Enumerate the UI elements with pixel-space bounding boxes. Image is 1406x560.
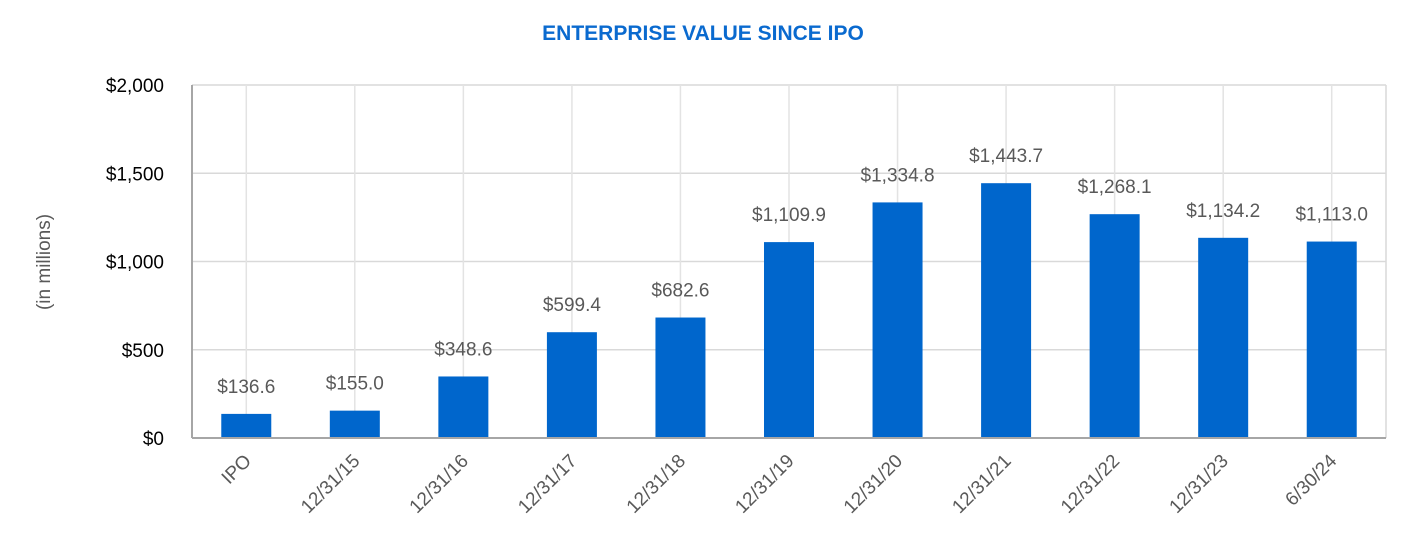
data-label: $1,134.2 — [1186, 201, 1260, 222]
bar — [546, 332, 597, 438]
data-label: $1,113.0 — [1295, 205, 1368, 226]
x-tick-label: 12/31/16 — [406, 451, 473, 518]
x-tick-label: 12/31/17 — [514, 451, 581, 518]
y-tick-label: $2,000 — [106, 76, 164, 97]
data-label: $348.6 — [434, 339, 492, 360]
axes — [191, 85, 1386, 439]
x-tick-label: IPO — [218, 451, 256, 489]
data-label: $1,268.1 — [1078, 177, 1152, 198]
y-axis-label: (in millions) — [34, 214, 55, 310]
bar — [655, 317, 706, 438]
x-tick-label: 12/31/23 — [1166, 451, 1233, 518]
bar — [221, 413, 272, 438]
data-label: $1,443.7 — [969, 146, 1043, 167]
bar — [438, 376, 489, 438]
data-label: $136.6 — [217, 377, 275, 398]
data-label: $1,109.9 — [752, 205, 826, 226]
bar — [329, 410, 380, 438]
chart-title: ENTERPRISE VALUE SINCE IPO — [542, 22, 864, 45]
y-tick-label: $0 — [143, 429, 164, 450]
bar — [1198, 237, 1249, 438]
data-label: $155.0 — [326, 374, 384, 395]
data-label: $682.6 — [651, 281, 709, 302]
y-tick-label: $1,500 — [106, 164, 164, 185]
x-tick-label: 12/31/18 — [623, 451, 690, 518]
x-tick-label: 12/31/20 — [840, 451, 907, 518]
x-tick-label: 12/31/22 — [1057, 451, 1124, 518]
data-label: $599.4 — [543, 295, 602, 316]
bars — [221, 183, 1357, 438]
x-tick-label: 12/31/15 — [297, 451, 364, 518]
x-tick-label: 6/30/24 — [1282, 450, 1342, 510]
bar — [1306, 241, 1357, 438]
bar — [764, 242, 814, 438]
bar — [981, 183, 1032, 438]
y-tick-label: $1,000 — [106, 253, 164, 274]
labels: $0 $500 $1,000 $1,500 $2,000 $136.6 IPO $155.0 1… — [106, 76, 1368, 518]
y-tick-label: $500 — [122, 341, 164, 362]
x-tick-label: 12/31/19 — [731, 451, 798, 518]
x-tick-label: 12/31/21 — [948, 451, 1015, 518]
bar — [1089, 214, 1140, 438]
data-label: $1,334.8 — [861, 165, 935, 186]
bar — [872, 202, 923, 438]
